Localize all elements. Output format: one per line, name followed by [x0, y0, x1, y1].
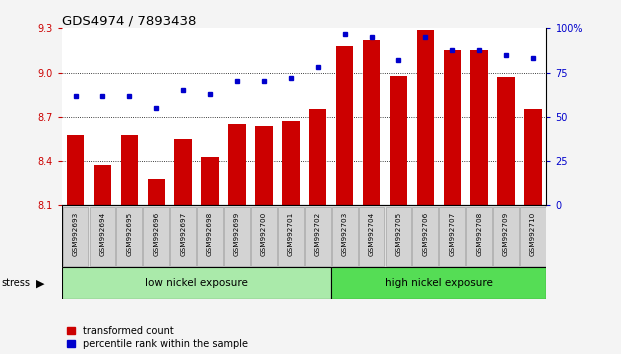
Bar: [251, 207, 277, 266]
Bar: [148, 179, 165, 205]
Bar: [390, 75, 407, 205]
Bar: [466, 207, 492, 266]
Text: GSM992700: GSM992700: [261, 211, 267, 256]
Bar: [332, 207, 358, 266]
Bar: [201, 156, 219, 205]
Text: GSM992707: GSM992707: [450, 211, 455, 256]
Bar: [493, 207, 519, 266]
Bar: [363, 40, 380, 205]
Bar: [386, 207, 411, 266]
Bar: [471, 50, 488, 205]
Bar: [120, 135, 138, 205]
Bar: [524, 109, 542, 205]
Bar: [440, 207, 465, 266]
Bar: [170, 207, 196, 266]
Text: low nickel exposure: low nickel exposure: [145, 278, 248, 288]
Bar: [359, 207, 384, 266]
Text: GSM992710: GSM992710: [530, 211, 536, 256]
Text: GSM992695: GSM992695: [127, 211, 132, 256]
Text: GSM992705: GSM992705: [396, 211, 401, 256]
Bar: [331, 267, 546, 299]
Bar: [175, 139, 192, 205]
Text: GSM992702: GSM992702: [315, 211, 320, 256]
Bar: [229, 124, 246, 205]
Text: GSM992704: GSM992704: [369, 211, 374, 256]
Text: GSM992701: GSM992701: [288, 211, 294, 256]
Text: GSM992709: GSM992709: [503, 211, 509, 256]
Text: stress: stress: [1, 278, 30, 288]
Text: GSM992696: GSM992696: [153, 211, 159, 256]
Bar: [305, 207, 330, 266]
Bar: [336, 46, 353, 205]
Bar: [197, 207, 223, 266]
Bar: [224, 207, 250, 266]
Bar: [497, 77, 515, 205]
Bar: [63, 207, 88, 266]
Text: GSM992706: GSM992706: [422, 211, 428, 256]
Bar: [443, 50, 461, 205]
Legend: transformed count, percentile rank within the sample: transformed count, percentile rank withi…: [67, 326, 248, 349]
Text: ▶: ▶: [36, 278, 45, 288]
Text: GSM992694: GSM992694: [99, 211, 106, 256]
Bar: [255, 126, 273, 205]
Text: GSM992698: GSM992698: [207, 211, 213, 256]
Text: high nickel exposure: high nickel exposure: [385, 278, 493, 288]
Bar: [94, 165, 111, 205]
Text: GSM992693: GSM992693: [73, 211, 78, 256]
Text: GSM992697: GSM992697: [180, 211, 186, 256]
Bar: [309, 109, 327, 205]
Text: GDS4974 / 7893438: GDS4974 / 7893438: [62, 14, 196, 27]
Bar: [278, 207, 304, 266]
Bar: [520, 207, 546, 266]
Text: GSM992703: GSM992703: [342, 211, 348, 256]
Text: GSM992708: GSM992708: [476, 211, 482, 256]
Bar: [117, 207, 142, 266]
Bar: [412, 207, 438, 266]
Bar: [89, 207, 116, 266]
Bar: [417, 30, 434, 205]
Bar: [62, 267, 331, 299]
Bar: [282, 121, 299, 205]
Bar: [143, 207, 169, 266]
Bar: [67, 135, 84, 205]
Text: GSM992699: GSM992699: [234, 211, 240, 256]
